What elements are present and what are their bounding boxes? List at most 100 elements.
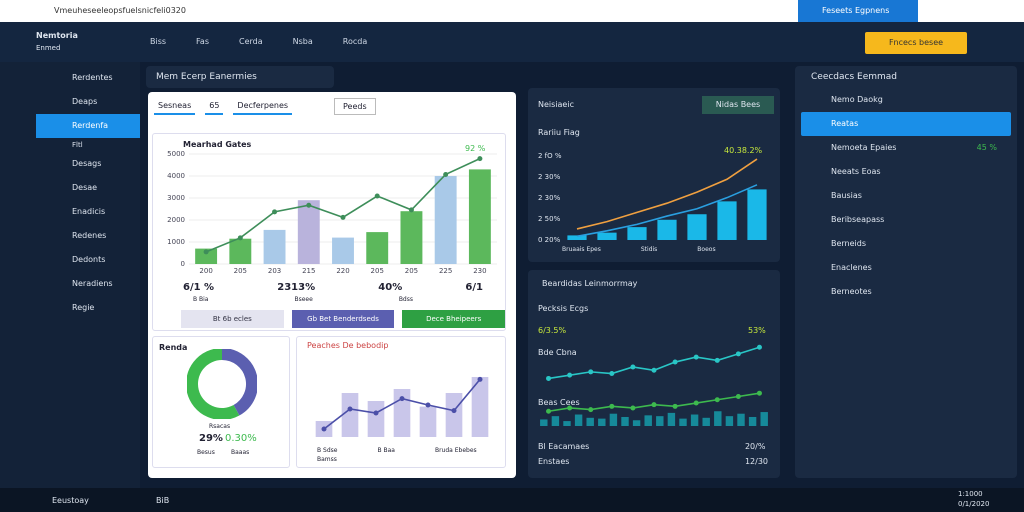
sidebar-list: Rerdentes Deaps Rerdenfa Fltl Desags Desae Ena…: [0, 62, 140, 312]
line-dot: [567, 372, 573, 378]
browser-bar: Vmeuheseeleopsfuelsnicfeli0320 Feseets E…: [0, 0, 1024, 22]
bar: [702, 417, 710, 426]
sidebar-item[interactable]: Enadicis: [72, 207, 106, 216]
tab-title[interactable]: Vmeuheseeleopsfuelsnicfeli0320: [54, 6, 186, 15]
list-item[interactable]: Nemo Daokg: [831, 95, 883, 104]
axis-label: 2 30%: [538, 173, 561, 181]
sidebar-item[interactable]: Neradiens: [72, 279, 113, 288]
line-dot: [340, 214, 346, 220]
search[interactable]: Eeustoay: [52, 496, 89, 505]
stat-sub: Bdss: [398, 296, 413, 303]
line-dot: [374, 193, 380, 199]
button[interactable]: Dece Bheipeers: [402, 310, 506, 328]
sidebar-item[interactable]: Desae: [72, 183, 98, 192]
line-dot: [373, 410, 379, 416]
footer-item: 20/%: [744, 442, 766, 451]
line-dot: [735, 393, 741, 399]
x-tick-label: 215: [302, 267, 315, 275]
list-item[interactable]: Beribseapass: [831, 215, 885, 224]
line: [548, 346, 760, 380]
line-dot: [756, 344, 762, 350]
item-value: 45 %: [976, 143, 997, 152]
list-item[interactable]: Enaclenes: [831, 263, 872, 272]
line-dot: [714, 357, 720, 363]
annotation: 92 %: [465, 144, 486, 153]
nav-item[interactable]: Nsba: [292, 37, 313, 46]
tab[interactable]: Decferpenes: [233, 98, 293, 115]
dark-panel: Beardidas Leinmorrmay Pecksis Ecgs 6/3.5…: [528, 270, 780, 478]
list-item[interactable]: Reatas: [801, 112, 1011, 136]
line-dot: [609, 371, 615, 377]
label: Beas Cees: [538, 398, 580, 407]
donut-label: 29%: [199, 433, 223, 444]
axis-labels: 2 fO % 2 30% 2 30% 2 50% 0 20%: [538, 146, 562, 251]
line-dot: [756, 390, 762, 396]
sidebar-title: Nemtoria Enmed: [36, 31, 78, 52]
bar: [540, 419, 548, 426]
axis-label: 2 50%: [538, 215, 561, 223]
axis-label: 2 fO %: [538, 152, 562, 160]
sidebar-item[interactable]: Deaps: [72, 97, 98, 106]
bar: [297, 200, 320, 264]
sidebar-item[interactable]: Redenes: [72, 231, 107, 240]
header-button[interactable]: Fncecs besee: [865, 32, 967, 54]
x-tick-label: 205: [234, 267, 247, 275]
legend: Besus: [197, 449, 215, 456]
list-item[interactable]: Nemoeta Epaies 45 %: [801, 136, 1011, 160]
button[interactable]: Gb Bet Benderdseds: [291, 310, 395, 328]
bar: [471, 377, 489, 437]
line-dot: [237, 235, 243, 241]
list-item[interactable]: Berneotes: [831, 287, 872, 296]
sidebar-item[interactable]: Regie: [72, 303, 95, 312]
nav-item[interactable]: Biss: [150, 37, 167, 46]
bar: [657, 219, 677, 240]
y-tick-label: 4000: [167, 172, 185, 180]
line-dot: [321, 426, 327, 432]
sidebar-item[interactable]: Desags: [72, 159, 102, 168]
bar: [621, 416, 629, 426]
bar: [717, 201, 737, 240]
line-dot: [735, 351, 741, 357]
sidebar-item[interactable]: Rerdentes: [72, 73, 113, 82]
tab[interactable]: Sesneas: [154, 98, 196, 115]
tab[interactable]: 65: [205, 98, 224, 115]
subtitle: Pecksis Ecgs: [538, 304, 589, 313]
bar: [690, 414, 699, 426]
bar: [667, 412, 676, 426]
line-dot: [567, 405, 573, 411]
main-title: Mem Ecerp Eanermies: [146, 66, 334, 88]
bar: [737, 413, 745, 426]
line-dot: [546, 375, 552, 381]
button[interactable]: Bt 6b ecles: [181, 310, 284, 328]
bar-card: Mearhad Gates 92 % 0 1000 2000 3000 4000 5000…: [152, 133, 506, 331]
dark-panel: Neisiaeic Nidas Bees Rariiu Fiag 40.38.2…: [528, 88, 780, 262]
app[interactable]: BiB: [156, 496, 170, 505]
stat-sub: B Bia: [193, 296, 209, 303]
list-item[interactable]: Bausias: [831, 191, 862, 200]
list-item[interactable]: Berneids: [831, 239, 867, 248]
x-tick-label: 205: [371, 267, 384, 275]
bar: [468, 169, 491, 264]
nav-item[interactable]: Cerda: [238, 37, 263, 46]
right-list: Nemo Daokg Reatas Nemoeta Epaies 45 % Neeats…: [801, 88, 1011, 304]
legend: Baaas: [231, 449, 250, 456]
line-dot: [203, 249, 209, 255]
line-dot: [477, 156, 483, 162]
stat: 40%: [378, 282, 403, 293]
x-tick-label: 203: [268, 267, 281, 275]
nav-item[interactable]: Fas: [196, 37, 209, 46]
tab-button[interactable]: Peeds: [334, 98, 376, 115]
nav-item[interactable]: Rocda: [342, 37, 368, 46]
line-dot: [651, 367, 657, 373]
sidebar-item[interactable]: Dedonts: [72, 255, 106, 264]
bar-chart: 0 1000 2000 3000 4000 5000 200 205 203 215 220 205 2…: [167, 150, 497, 275]
list-item[interactable]: Neeats Eoas: [831, 167, 881, 176]
dropdown[interactable]: Nidas Bees: [702, 96, 774, 114]
donut-slice: [187, 349, 240, 419]
date: 0/1/2020: [958, 500, 990, 508]
bar: [567, 235, 587, 240]
profile-tab[interactable]: Feseets Egpnens: [798, 0, 918, 22]
dark-chart: [567, 158, 767, 240]
line-dot: [630, 405, 636, 411]
sidebar-item[interactable]: Rerdenfa: [36, 114, 140, 138]
